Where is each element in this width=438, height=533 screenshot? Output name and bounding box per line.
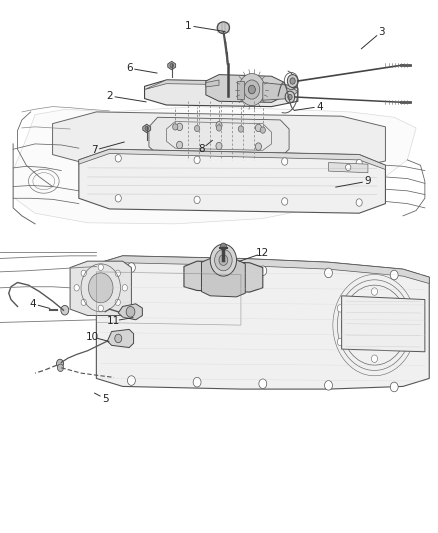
Circle shape	[406, 338, 412, 345]
Polygon shape	[206, 80, 219, 87]
Circle shape	[255, 143, 261, 150]
Circle shape	[325, 381, 332, 390]
Polygon shape	[263, 83, 298, 100]
Polygon shape	[149, 117, 289, 157]
Circle shape	[115, 195, 121, 202]
Circle shape	[57, 359, 64, 368]
Circle shape	[115, 155, 121, 162]
Circle shape	[255, 124, 261, 132]
Ellipse shape	[217, 22, 230, 34]
Text: 12: 12	[256, 248, 269, 258]
Circle shape	[215, 249, 232, 271]
Polygon shape	[79, 149, 385, 213]
Polygon shape	[237, 81, 244, 99]
Circle shape	[177, 123, 183, 131]
Circle shape	[346, 164, 351, 171]
Circle shape	[127, 263, 135, 272]
Polygon shape	[107, 329, 134, 348]
Circle shape	[244, 80, 260, 99]
Circle shape	[98, 305, 103, 311]
Circle shape	[288, 94, 292, 100]
Circle shape	[81, 270, 86, 277]
Circle shape	[57, 364, 64, 372]
Circle shape	[356, 159, 362, 167]
Circle shape	[282, 158, 288, 165]
Circle shape	[259, 266, 267, 276]
Polygon shape	[342, 296, 425, 352]
Polygon shape	[201, 259, 245, 297]
Polygon shape	[145, 80, 298, 90]
Polygon shape	[328, 163, 368, 173]
Circle shape	[337, 305, 343, 312]
Text: 1: 1	[185, 21, 192, 30]
Circle shape	[238, 126, 244, 132]
Text: 8: 8	[198, 144, 205, 154]
Circle shape	[390, 382, 398, 392]
Text: 9: 9	[364, 176, 371, 186]
Circle shape	[287, 75, 298, 87]
Text: 10: 10	[85, 332, 99, 342]
Circle shape	[356, 199, 362, 206]
Text: 6: 6	[126, 63, 133, 73]
Polygon shape	[206, 75, 285, 102]
Circle shape	[406, 305, 412, 312]
Circle shape	[74, 285, 79, 291]
Circle shape	[81, 299, 86, 305]
Circle shape	[290, 78, 295, 84]
Circle shape	[282, 198, 288, 205]
Polygon shape	[143, 124, 151, 133]
Circle shape	[177, 141, 183, 149]
Circle shape	[216, 125, 222, 131]
Circle shape	[194, 196, 200, 204]
Polygon shape	[79, 149, 385, 169]
Polygon shape	[145, 80, 298, 107]
Text: 5: 5	[102, 394, 109, 403]
Circle shape	[239, 74, 265, 106]
Circle shape	[98, 264, 103, 271]
Circle shape	[285, 91, 295, 103]
Circle shape	[145, 126, 148, 131]
Circle shape	[61, 305, 69, 315]
Polygon shape	[118, 304, 142, 320]
Text: 2: 2	[106, 91, 113, 101]
Circle shape	[220, 243, 226, 251]
Polygon shape	[53, 112, 385, 171]
Circle shape	[115, 270, 120, 277]
Circle shape	[216, 142, 222, 150]
Circle shape	[194, 125, 200, 132]
Circle shape	[88, 273, 113, 303]
Circle shape	[219, 255, 228, 265]
Circle shape	[126, 306, 135, 317]
Circle shape	[216, 122, 222, 129]
Circle shape	[122, 285, 127, 291]
Polygon shape	[70, 261, 131, 316]
Circle shape	[127, 376, 135, 385]
Circle shape	[193, 377, 201, 387]
Text: 3: 3	[378, 27, 385, 37]
Circle shape	[193, 264, 201, 274]
Circle shape	[115, 334, 122, 343]
Circle shape	[337, 338, 343, 345]
Circle shape	[260, 127, 265, 133]
Text: 7: 7	[91, 146, 98, 155]
Circle shape	[210, 244, 237, 276]
Circle shape	[371, 288, 378, 295]
Polygon shape	[96, 256, 429, 284]
Circle shape	[259, 379, 267, 389]
Text: 4: 4	[29, 299, 36, 309]
Text: 11: 11	[107, 316, 120, 326]
Circle shape	[194, 156, 200, 164]
Circle shape	[325, 268, 332, 278]
Circle shape	[115, 299, 120, 305]
Polygon shape	[13, 107, 416, 224]
Circle shape	[173, 124, 178, 130]
Polygon shape	[168, 61, 176, 70]
Polygon shape	[184, 261, 263, 292]
Circle shape	[248, 85, 255, 94]
Circle shape	[371, 355, 378, 362]
Text: 4: 4	[316, 102, 323, 111]
Circle shape	[390, 270, 398, 280]
Circle shape	[170, 63, 173, 68]
Polygon shape	[96, 256, 429, 389]
